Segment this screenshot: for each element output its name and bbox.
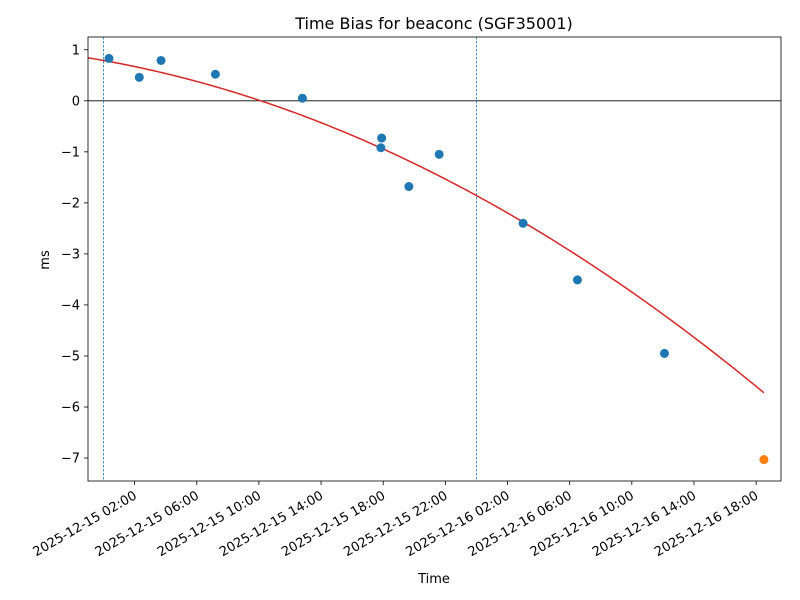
measurements-point <box>156 55 166 65</box>
y-axis-label: ms <box>38 250 53 270</box>
y-tick-label: −1 <box>61 145 80 160</box>
measurements-point <box>659 348 669 358</box>
fit-curve <box>88 57 765 394</box>
measurements-point <box>572 275 582 285</box>
y-tick-label: −3 <box>61 247 80 262</box>
measurements-point <box>104 53 114 63</box>
measurements-point <box>210 69 220 79</box>
y-tick-label: −7 <box>61 452 80 467</box>
y-tick-label: 1 <box>72 43 80 58</box>
y-tick-label: −6 <box>61 401 80 416</box>
y-tick-label: −4 <box>61 298 80 313</box>
y-axis: 1 0 −1 −2 −3 −4 −5 −6 −7 <box>61 43 88 467</box>
plot-content <box>88 37 781 481</box>
plot-frame <box>87 36 782 482</box>
prediction-point <box>759 455 769 465</box>
measurements-point <box>297 93 307 103</box>
chart-title: Time Bias for beaconc (SGF35001) <box>294 14 573 33</box>
measurements-point <box>134 72 144 82</box>
y-tick-label: 0 <box>72 94 80 109</box>
measurements-point <box>376 143 386 153</box>
measurements-point <box>404 182 414 192</box>
measurements-point <box>518 218 528 228</box>
measurements-point <box>434 149 444 159</box>
x-axis-label: Time <box>417 572 450 587</box>
y-tick-label: −2 <box>61 196 80 211</box>
measurements-point <box>377 133 387 143</box>
plot-area <box>87 36 782 482</box>
y-tick-label: −5 <box>61 349 80 364</box>
